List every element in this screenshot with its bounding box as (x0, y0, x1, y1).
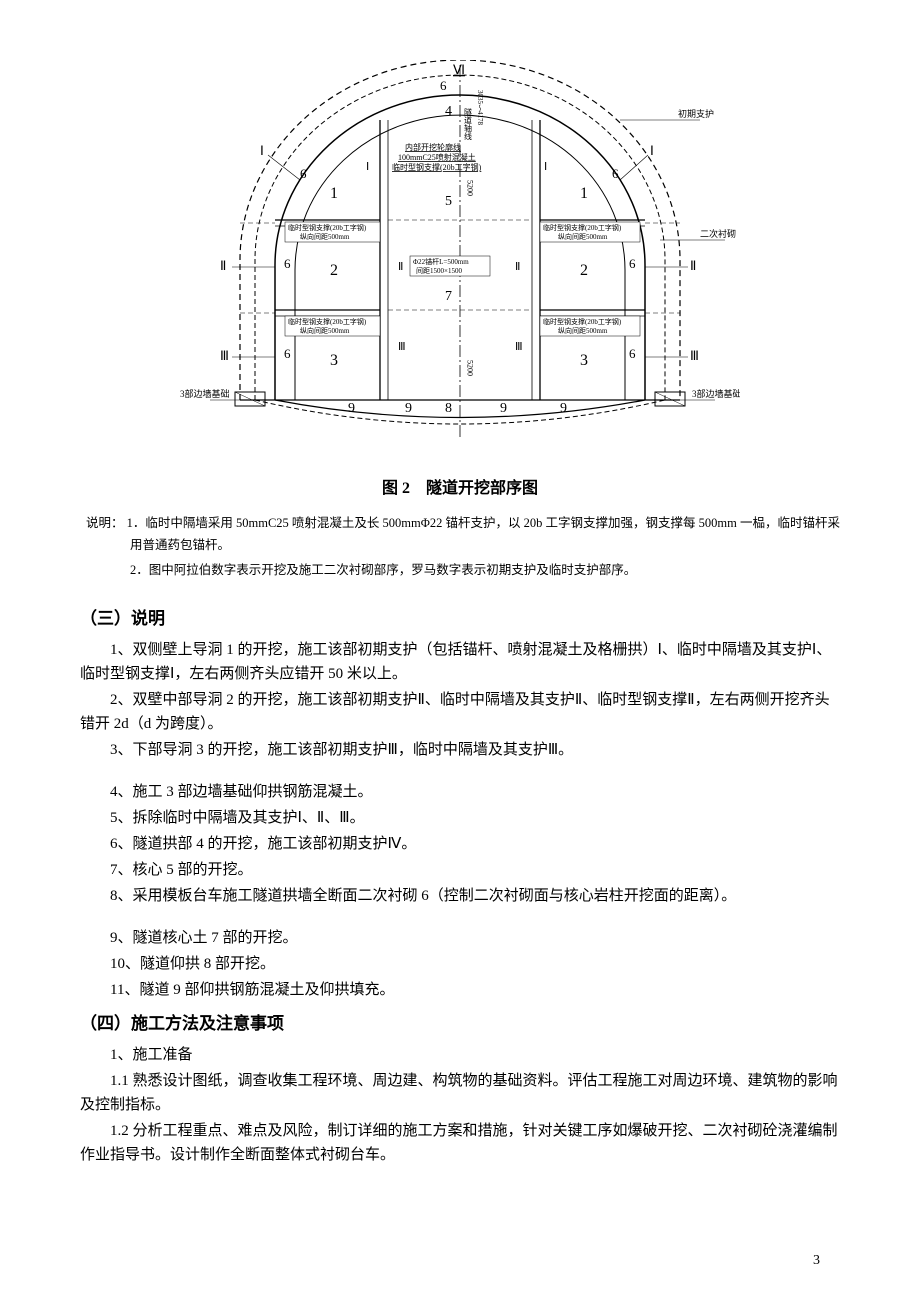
svg-text:纵向间距500mm: 纵向间距500mm (558, 326, 608, 335)
label-III-r: Ⅲ (690, 348, 699, 363)
s3-p8: 8、采用模板台车施工隧道拱墙全断面二次衬砌 6（控制二次衬砌面与核心岩柱开挖面的… (80, 884, 840, 908)
figure-notes: 说明： 1．临时中隔墙采用 50mmC25 喷射混凝土及长 500mmΦ22 锚… (80, 512, 840, 582)
svg-text:6: 6 (440, 78, 447, 93)
svg-text:7: 7 (445, 289, 452, 304)
s3-p2: 2、双壁中部导洞 2 的开挖，施工该部初期支护Ⅱ、临时中隔墙及其支护Ⅱ、临时型钢… (80, 688, 840, 736)
svg-text:9: 9 (348, 401, 355, 416)
s3-p4: 4、施工 3 部边墙基础仰拱钢筋混凝土。 (80, 780, 840, 804)
svg-text:6: 6 (300, 166, 307, 181)
s3-p6: 6、隧道拱部 4 的开挖，施工该部初期支护Ⅳ。 (80, 832, 840, 856)
s4-p1: 1、施工准备 (80, 1043, 840, 1067)
label-I-tr: Ⅰ (650, 143, 654, 158)
svg-text:6: 6 (284, 346, 291, 361)
label-foundation-r: 3部边墙基础 (692, 388, 740, 399)
label-II-l: Ⅱ (220, 258, 226, 273)
label-VI: Ⅵ (453, 62, 465, 77)
svg-text:5200: 5200 (466, 180, 475, 196)
label-c25: 100mmC25喷射混凝土 (398, 152, 476, 162)
svg-text:1: 1 (330, 185, 338, 202)
s3-p9: 9、隧道核心土 7 部的开挖。 (80, 926, 840, 950)
s3-p7: 7、核心 5 部的开挖。 (80, 858, 840, 882)
svg-text:3: 3 (580, 352, 588, 369)
svg-text:9: 9 (500, 401, 507, 416)
s3-p5: 5、拆除临时中隔墙及其支护Ⅰ、Ⅱ、Ⅲ。 (80, 806, 840, 830)
svg-text:6: 6 (284, 256, 291, 271)
s3-p3: 3、下部导洞 3 的开挖，施工该部初期支护Ⅲ，临时中隔墙及其支护Ⅲ。 (80, 738, 840, 762)
label-I-tl: Ⅰ (260, 143, 264, 158)
svg-text:Ⅱ: Ⅱ (398, 261, 403, 273)
svg-text:纵向间距500mm: 纵向间距500mm (558, 232, 608, 241)
svg-text:临时型钢支撑(20b工字钢): 临时型钢支撑(20b工字钢) (543, 223, 622, 232)
svg-text:临时型钢支撑(20b工字钢): 临时型钢支撑(20b工字钢) (288, 223, 367, 232)
label-primary-support: 初期支护 (678, 108, 714, 119)
label-inner-line: 内部开挖轮廓线 (405, 142, 461, 152)
page-number: 3 (813, 1250, 820, 1272)
label-temp-steel: 临时型钢支撑(20b工字钢) (392, 162, 482, 172)
svg-text:间距1500×1500: 间距1500×1500 (416, 267, 462, 275)
svg-text:临时型钢支撑(20b工字钢): 临时型钢支撑(20b工字钢) (288, 317, 367, 326)
svg-text:6: 6 (612, 166, 619, 181)
svg-text:2: 2 (580, 262, 588, 279)
svg-text:9: 9 (405, 401, 412, 416)
svg-text:8: 8 (445, 401, 452, 416)
section-3-title: （三）说明 (80, 605, 840, 632)
note-1: 1．临时中隔墙采用 50mmC25 喷射混凝土及长 500mmΦ22 锚杆支护，… (127, 516, 840, 553)
svg-text:5: 5 (445, 194, 452, 209)
svg-text:Ⅲ: Ⅲ (398, 341, 406, 353)
s3-p10: 10、隧道仰拱 8 部开挖。 (80, 952, 840, 976)
svg-text:3035～4178: 3035～4178 (476, 90, 484, 126)
svg-text:6: 6 (629, 346, 636, 361)
svg-text:隧道轴线: 隧道轴线 (464, 107, 473, 140)
svg-text:Ⅰ: Ⅰ (366, 161, 369, 173)
s4-p2: 1.1 熟悉设计图纸，调查收集工程环境、周边建、构筑物的基础资料。评估工程施工对… (80, 1069, 840, 1117)
s3-p1: 1、双侧壁上导洞 1 的开挖，施工该部初期支护（包括锚杆、喷射混凝土及格栅拱）Ⅰ… (80, 638, 840, 686)
svg-text:2: 2 (330, 262, 338, 279)
svg-text:6: 6 (629, 256, 636, 271)
figure-tunnel-diagram: Ⅰ Ⅰ Ⅱ Ⅱ Ⅲ Ⅲ Ⅰ Ⅰ Ⅱ Ⅱ Ⅲ Ⅲ Ⅵ 1 1 2 2 3 3 4 … (80, 60, 840, 468)
svg-text:纵向间距500mm: 纵向间距500mm (300, 326, 350, 335)
svg-text:纵向间距500mm: 纵向间距500mm (300, 232, 350, 241)
svg-text:1: 1 (580, 185, 588, 202)
label-foundation-l: 3部边墙基础 (180, 388, 230, 399)
svg-text:Φ22锚杆L=500mm: Φ22锚杆L=500mm (413, 257, 469, 266)
figure-caption: 图 2 隧道开挖部序图 (80, 476, 840, 502)
label-III-l: Ⅲ (220, 348, 229, 363)
label-II-r: Ⅱ (690, 258, 696, 273)
svg-text:4: 4 (445, 104, 452, 119)
section-4-title: （四）施工方法及注意事项 (80, 1010, 840, 1037)
note-2: 2．图中阿拉伯数字表示开挖及施工二次衬砌部序，罗马数字表示初期支护及临时支护部序… (130, 563, 636, 577)
s4-p3: 1.2 分析工程重点、难点及风险，制订详细的施工方案和措施，针对关键工序如爆破开… (80, 1119, 840, 1167)
label-secondary-lining: 二次衬砌 (700, 228, 736, 239)
tunnel-svg: Ⅰ Ⅰ Ⅱ Ⅱ Ⅲ Ⅲ Ⅰ Ⅰ Ⅱ Ⅱ Ⅲ Ⅲ Ⅵ 1 1 2 2 3 3 4 … (180, 60, 740, 460)
svg-text:Ⅱ: Ⅱ (515, 261, 520, 273)
s3-p11: 11、隧道 9 部仰拱钢筋混凝土及仰拱填充。 (80, 978, 840, 1002)
svg-text:Ⅲ: Ⅲ (515, 341, 523, 353)
note-prefix: 说明： (86, 516, 124, 530)
svg-text:临时型钢支撑(20b工字钢): 临时型钢支撑(20b工字钢) (543, 317, 622, 326)
svg-text:Ⅰ: Ⅰ (544, 161, 547, 173)
svg-text:5200: 5200 (466, 360, 475, 376)
svg-text:9: 9 (560, 401, 567, 416)
svg-text:3: 3 (330, 352, 338, 369)
